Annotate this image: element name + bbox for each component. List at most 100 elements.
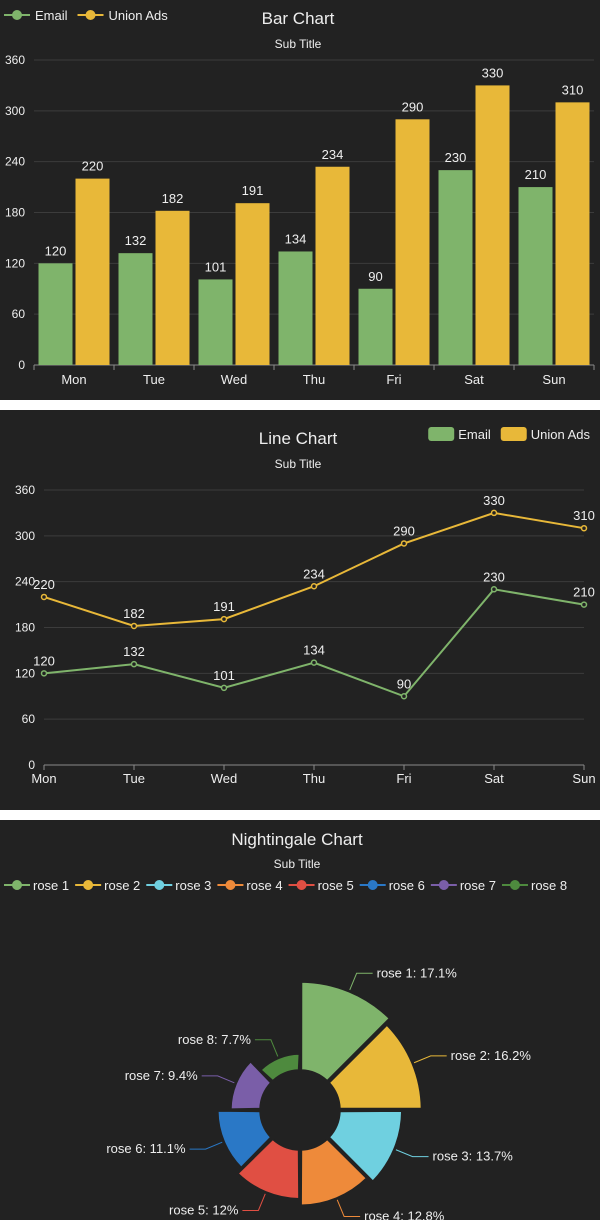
chart-title: Bar Chart [262,9,335,28]
data-label: 230 [483,569,505,584]
legend-marker-6 [367,880,378,890]
x-tick-label: Fri [386,372,401,387]
y-tick-label: 240 [15,575,35,589]
bar-union-ads [555,102,590,365]
chart-subtitle: Sub Title [275,457,322,471]
data-point [310,583,318,590]
data-label: 90 [368,269,382,284]
data-label: 310 [573,508,595,523]
slice-label-6: rose 6: 11.1% [106,1141,186,1156]
x-tick-label: Sun [542,372,565,387]
y-tick-label: 60 [22,712,36,726]
leader-line-5 [242,1193,266,1211]
bar-email [278,251,313,365]
data-point [580,601,588,608]
legend-marker-1 [12,880,22,890]
data-label: 220 [33,577,55,592]
data-label: 120 [33,653,55,668]
legend-swatch-1 [428,427,455,441]
legend-label-1: Email [35,8,68,23]
bar-chart: Bar Chart Sub Title Email Union Ads 0 60 120 18… [4,8,595,387]
x-tick-label: Sat [464,372,484,387]
bar-email [198,279,233,365]
leader-line-4 [336,1199,361,1217]
slice-label-7: rose 7: 9.4% [125,1068,198,1083]
nightingale-chart: Nightingale Chart Sub Title rose 1 rose 2 ro… [4,830,567,1220]
data-point [400,540,408,547]
rose-slice-5 [237,1138,300,1200]
data-point [130,660,138,668]
y-tick-label: 0 [18,358,25,372]
slice-label-4: rose 4: 12.8% [364,1208,445,1220]
x-tick-label: Mon [31,771,56,786]
legend-swatch-2 [500,427,527,441]
data-label: 191 [213,599,235,614]
data-label: 90 [397,676,411,691]
data-point [40,670,48,677]
legend-marker-2 [83,880,94,890]
data-label: 234 [322,147,344,162]
y-tick-label: 300 [15,529,35,543]
legend-label-2: rose 2 [104,878,140,893]
data-label: 182 [123,606,145,621]
bar-union-ads [475,85,510,366]
y-tick-label: 300 [5,104,25,118]
slice-label-3: rose 3: 13.7% [433,1149,514,1164]
y-tick-label: 120 [5,256,25,270]
legend-marker-7 [438,880,449,890]
data-label: 330 [483,493,505,508]
x-tick-label: Thu [303,372,325,387]
data-point [310,659,318,666]
data-label: 134 [285,231,307,246]
data-label: 290 [393,523,415,538]
legend-marker-3 [154,880,165,890]
data-label: 101 [213,668,235,683]
rose-slice-3 [328,1110,403,1182]
line-chart-panel: Line Chart Sub Title Email Union Ads 0 60 120 1… [0,410,600,810]
leader-line-1 [349,972,373,991]
y-tick-label: 180 [15,621,35,635]
x-tick-label: Tue [143,372,165,387]
legend-label-8: rose 8 [531,878,567,893]
bar-email [438,170,473,365]
x-tick-label: Fri [396,771,411,786]
legend-label-5: rose 5 [318,878,354,893]
data-label: 134 [303,643,325,658]
rose-slice-8 [260,1053,301,1082]
data-label: 182 [162,191,184,206]
legend-label-4: rose 4 [246,878,282,893]
legend-label-3: rose 3 [175,878,211,893]
bar-chart-panel: Bar Chart Sub Title Email Union Ads 0 60 120 18… [0,0,600,400]
data-label: 234 [303,566,325,581]
data-label: 210 [525,167,547,182]
y-tick-label: 360 [5,53,25,67]
legend-label-1: Email [458,427,491,442]
bar-email [358,288,393,365]
bar-email [118,253,153,365]
x-tick-label: Wed [221,372,248,387]
x-tick-label: Thu [303,771,325,786]
data-point [490,586,498,593]
nightingale-chart-panel: Nightingale Chart Sub Title rose 1 rose 2 ro… [0,820,600,1220]
bar-union-ads [395,119,430,365]
data-point [220,615,228,623]
chart-subtitle: Sub Title [274,857,321,871]
rose-slice-2 [328,1024,423,1110]
legend-label-2: Union Ads [531,427,591,442]
legend-label-6: rose 6 [389,878,425,893]
data-point [490,509,498,517]
chart-subtitle: Sub Title [275,37,322,51]
leader-line-6 [189,1141,223,1150]
legend-label-7: rose 7 [460,878,496,893]
x-tick-label: Wed [211,771,238,786]
data-label: 132 [125,233,147,248]
legend-marker-5 [296,880,307,890]
data-point [220,684,228,692]
leader-line-2 [413,1055,447,1064]
chart-title: Line Chart [259,429,338,448]
x-tick-label: Mon [61,372,86,387]
slice-label-1: rose 1: 17.1% [377,965,458,980]
rose-slice-6 [217,1110,272,1169]
slice-label-8: rose 8: 7.7% [178,1032,251,1047]
